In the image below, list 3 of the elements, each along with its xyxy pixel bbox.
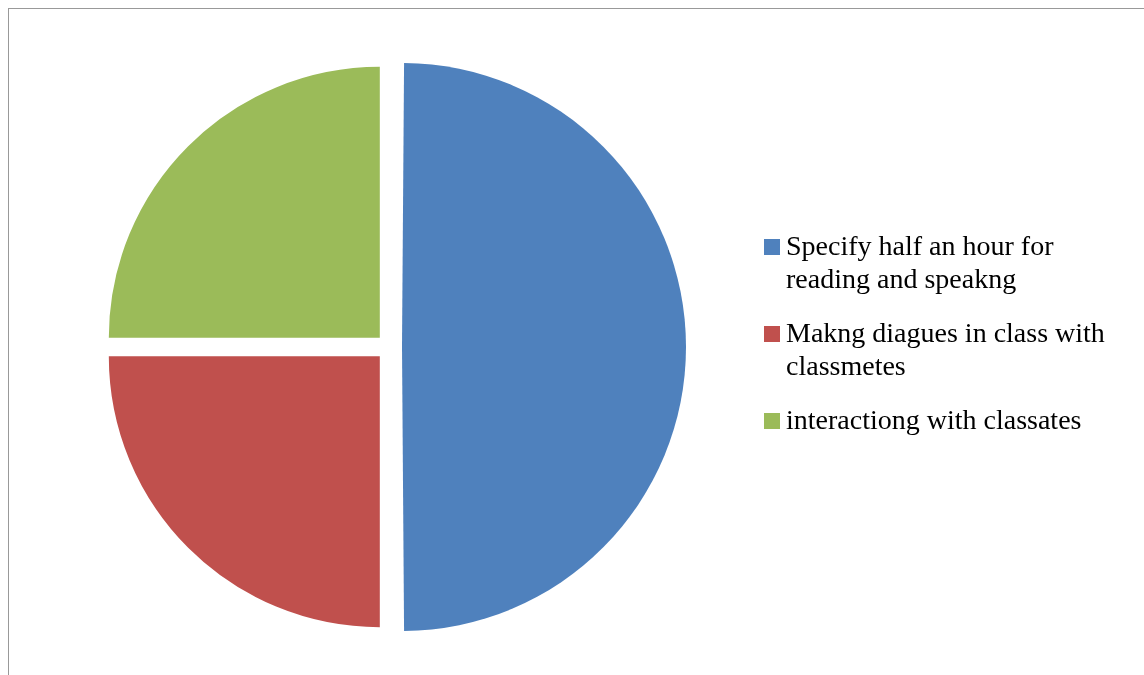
legend-label: interactiong with classates [786,403,1082,436]
legend-label: Makng diagues in class with classmetes [786,316,1106,382]
legend-label: Specify half an hour for reading and speakng [786,229,1055,295]
